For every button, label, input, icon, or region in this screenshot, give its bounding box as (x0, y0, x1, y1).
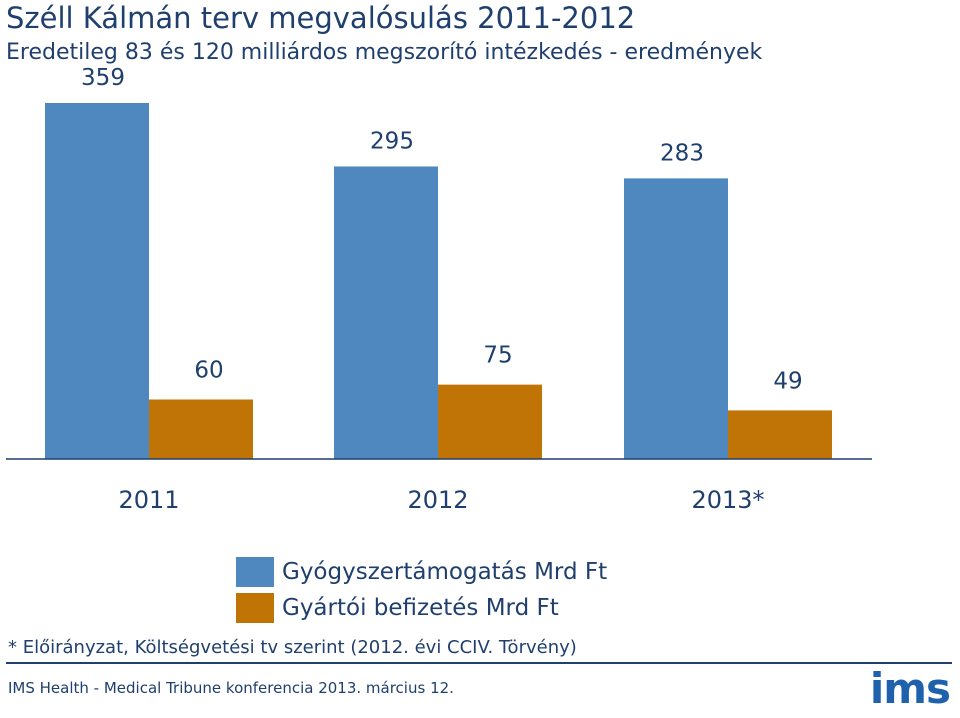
page-subtitle: Eredetileg 83 és 120 milliárdos megszorí… (6, 40, 763, 65)
legend-item-manufacturer: Gyártói befizetés Mrd Ft (236, 590, 607, 626)
bar-manufacturer-2 (728, 410, 832, 459)
page-title: Széll Kálmán terv megvalósulás 2011-2012 (6, 1, 636, 35)
bar-subsidy-0 (45, 103, 149, 459)
data-label-subsidy-2: 283 (660, 140, 704, 166)
x-tick-label-2: 2013* (691, 486, 764, 514)
bar-chart: 359 60 2011 295 75 2012 283 49 2013* (6, 65, 872, 514)
x-tick-label-1: 2012 (407, 486, 468, 514)
legend-swatch-manufacturer (236, 593, 274, 623)
bar-subsidy-1 (334, 166, 438, 459)
legend-label-subsidy: Gyógyszertámogatás Mrd Ft (282, 559, 608, 585)
data-label-subsidy-1: 295 (370, 128, 414, 154)
data-label-manufacturer-2: 49 (773, 368, 802, 394)
footnote: * Előirányzat, Költségvetési tv szerint … (8, 637, 577, 658)
legend-swatch-subsidy (236, 557, 274, 587)
bar-manufacturer-1 (438, 384, 542, 459)
footer-text: IMS Health - Medical Tribune konferencia… (8, 679, 454, 697)
ims-logo: ims (869, 664, 951, 713)
data-label-subsidy-0: 359 (81, 65, 125, 91)
data-label-manufacturer-1: 75 (483, 343, 512, 369)
bar-manufacturer-0 (149, 399, 253, 459)
data-label-manufacturer-0: 60 (194, 358, 223, 384)
footer-divider (6, 662, 952, 664)
bar-subsidy-2 (624, 178, 728, 459)
legend-label-manufacturer: Gyártói befizetés Mrd Ft (282, 595, 559, 621)
x-tick-label-0: 2011 (118, 486, 179, 514)
chart-legend: Gyógyszertámogatás Mrd Ft Gyártói befize… (236, 554, 607, 626)
legend-item-subsidy: Gyógyszertámogatás Mrd Ft (236, 554, 607, 590)
